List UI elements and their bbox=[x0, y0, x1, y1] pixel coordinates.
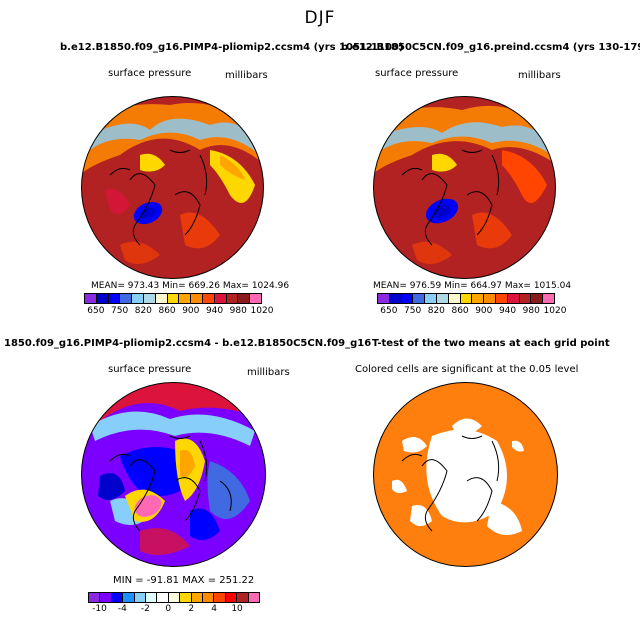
colorbar-swatch bbox=[168, 593, 181, 602]
panel3-stats: MIN = -91.81 MAX = 251.22 bbox=[113, 575, 255, 586]
colorbar-swatch bbox=[248, 593, 260, 602]
colorbar-tick-label: 980 bbox=[522, 306, 540, 316]
panel1-colorbar-ticks: 650 750 820 860 900 940 980 1020 bbox=[84, 306, 273, 318]
panel1-units-label: millibars bbox=[225, 70, 268, 81]
colorbar-tick-label: 940 bbox=[498, 306, 517, 316]
colorbar-tick-label: 1020 bbox=[543, 306, 567, 316]
panel2-field-label: surface pressure bbox=[375, 68, 459, 79]
colorbar-swatch bbox=[401, 294, 414, 303]
colorbar-swatch bbox=[202, 294, 215, 303]
panel1-polar-map bbox=[81, 96, 264, 279]
colorbar-tick-label: 650 bbox=[380, 306, 398, 316]
colorbar-swatch bbox=[123, 593, 135, 602]
colorbar-tick-label: 10 bbox=[231, 604, 243, 614]
panel2-polar-map bbox=[373, 96, 556, 279]
colorbar-swatch bbox=[214, 294, 227, 303]
colorbar-swatch bbox=[448, 294, 461, 303]
colorbar-swatch bbox=[378, 294, 390, 303]
colorbar-swatch bbox=[191, 593, 204, 602]
panel2-stats: MEAN= 976.59 Min= 664.97 Max= 1015.04 bbox=[373, 281, 572, 291]
colorbar-swatch bbox=[436, 294, 449, 303]
colorbar-tick-label: 0 bbox=[165, 604, 172, 614]
colorbar-tick-label: 980 bbox=[229, 306, 247, 316]
colorbar-swatch bbox=[96, 294, 109, 303]
panel3-header: 1850.f09_g16.PIMP4-pliomip2.ccsm4 - b.e1… bbox=[4, 338, 372, 349]
colorbar-swatch bbox=[134, 593, 147, 602]
colorbar-swatch bbox=[108, 294, 121, 303]
colorbar-swatch bbox=[143, 294, 156, 303]
colorbar-tick-label: 750 bbox=[111, 306, 129, 316]
colorbar-tick-label: 4 bbox=[211, 604, 217, 614]
colorbar-tick-label: 1020 bbox=[250, 306, 274, 316]
colorbar-tick-label: 820 bbox=[134, 306, 152, 316]
panel4-subtitle: Colored cells are significant at the 0.0… bbox=[355, 364, 579, 375]
colorbar-tick-label: 2 bbox=[188, 604, 195, 614]
colorbar-swatch bbox=[214, 593, 226, 602]
colorbar-swatch bbox=[146, 593, 158, 602]
colorbar-swatch bbox=[460, 294, 473, 303]
colorbar-swatch bbox=[519, 294, 532, 303]
panel1-field-label: surface pressure bbox=[108, 68, 192, 79]
colorbar-swatch bbox=[85, 294, 97, 303]
colorbar-swatch bbox=[167, 294, 180, 303]
colorbar-tick-label: -2 bbox=[140, 604, 150, 614]
panel2-units-label: millibars bbox=[518, 70, 561, 81]
colorbar-swatch bbox=[155, 294, 168, 303]
colorbar-swatch bbox=[250, 294, 261, 303]
colorbar-swatch bbox=[89, 593, 101, 602]
panel1-stats: MEAN= 973.43 Min= 669.26 Max= 1024.96 bbox=[91, 281, 290, 291]
colorbar-swatch bbox=[389, 294, 402, 303]
panel3-colorbar bbox=[88, 592, 260, 603]
colorbar-tick-label: 940 bbox=[205, 306, 224, 316]
colorbar-tick-label: 750 bbox=[404, 306, 422, 316]
panel3-field-label: surface pressure bbox=[108, 364, 192, 375]
panel2-colorbar bbox=[377, 293, 555, 304]
colorbar-swatch bbox=[100, 593, 112, 602]
panel1-header: b.e12.B1850.f09_g16.PIMP4-pliomip2.ccsm4… bbox=[60, 42, 404, 53]
colorbar-swatch bbox=[495, 294, 508, 303]
page-title: DJF bbox=[304, 8, 336, 28]
colorbar-tick-label: -10 bbox=[92, 604, 107, 614]
colorbar-swatch bbox=[120, 294, 133, 303]
colorbar-swatch bbox=[425, 294, 437, 303]
panel3-units-label: millibars bbox=[247, 367, 290, 378]
colorbar-swatch bbox=[225, 593, 238, 602]
colorbar-swatch bbox=[413, 294, 426, 303]
colorbar-swatch bbox=[472, 294, 485, 303]
colorbar-swatch bbox=[191, 294, 203, 303]
colorbar-swatch bbox=[157, 593, 169, 602]
colorbar-swatch bbox=[237, 593, 249, 602]
colorbar-swatch bbox=[132, 294, 144, 303]
panel4-header: T-test of the two means at each grid poi… bbox=[372, 338, 610, 349]
colorbar-swatch bbox=[531, 294, 544, 303]
colorbar-tick-label: -4 bbox=[117, 604, 127, 614]
colorbar-swatch bbox=[180, 593, 192, 602]
panel2-header: b.e12.B1850C5CN.f09_g16.preind.ccsm4 (yr… bbox=[341, 42, 640, 53]
panel4-significance-map bbox=[373, 382, 558, 567]
colorbar-swatch bbox=[203, 593, 215, 602]
panel2-colorbar-ticks: 650 750 820 860 900 940 980 1020 bbox=[377, 306, 566, 318]
colorbar-swatch bbox=[226, 294, 239, 303]
colorbar-tick-label: 650 bbox=[87, 306, 105, 316]
panel1-colorbar bbox=[84, 293, 262, 304]
colorbar-swatch bbox=[507, 294, 520, 303]
panel3-polar-map bbox=[81, 382, 266, 567]
colorbar-tick-label: 860 bbox=[451, 306, 469, 316]
colorbar-swatch bbox=[543, 294, 554, 303]
colorbar-tick-label: 900 bbox=[182, 306, 200, 316]
colorbar-tick-label: 820 bbox=[427, 306, 445, 316]
panel3-colorbar-ticks: -10 -4 -2 0 2 4 10 bbox=[88, 604, 260, 616]
colorbar-swatch bbox=[238, 294, 251, 303]
colorbar-swatch bbox=[179, 294, 192, 303]
colorbar-swatch bbox=[111, 593, 124, 602]
colorbar-swatch bbox=[484, 294, 496, 303]
colorbar-tick-label: 860 bbox=[158, 306, 176, 316]
colorbar-tick-label: 900 bbox=[475, 306, 493, 316]
